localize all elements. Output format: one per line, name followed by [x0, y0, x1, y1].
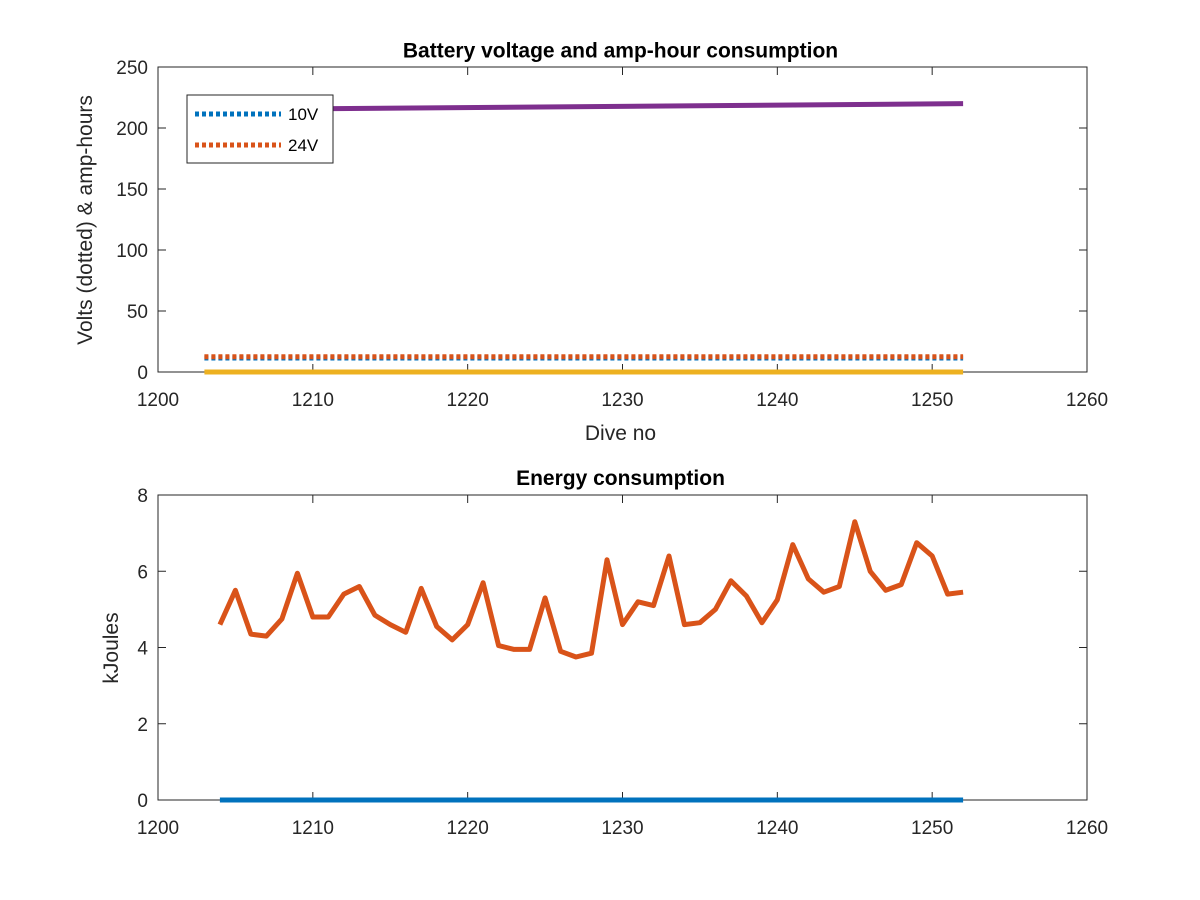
x-tick-label-energy: 1210: [292, 818, 334, 839]
y-tick-label-voltage: 250: [116, 58, 148, 79]
x-axis-label-voltage: Dive no: [585, 422, 656, 445]
y-tick-label-energy: 4: [137, 639, 148, 660]
x-tick-label-energy: 1260: [1066, 818, 1108, 839]
legend-box: [186, 94, 334, 164]
y-tick-label-energy: 8: [137, 486, 148, 507]
voltage-chart: Battery voltage and amp-hour consumption…: [74, 40, 1108, 446]
y-tick-label-energy: 0: [137, 791, 148, 812]
x-tick-label-energy: 1230: [601, 818, 643, 839]
x-tick-label-voltage: 1240: [756, 390, 798, 411]
y-tick-label-energy: 2: [137, 715, 148, 736]
y-tick-label-voltage: 50: [127, 302, 148, 323]
y-tick-label-voltage: 200: [116, 119, 148, 140]
chart-title-energy: Energy consumption: [516, 467, 725, 490]
x-tick-label-voltage: 1220: [447, 390, 489, 411]
legend-label-10v: 10V: [288, 105, 319, 124]
y-tick-label-voltage: 100: [116, 241, 148, 262]
x-tick-label-voltage: 1250: [911, 390, 953, 411]
y-axis-label-energy: kJoules: [100, 612, 123, 683]
x-tick-label-voltage: 1210: [292, 390, 334, 411]
x-tick-label-energy: 1220: [447, 818, 489, 839]
y-axis-label-voltage: Volts (dotted) & amp-hours: [74, 95, 97, 345]
axes-box-energy: [157, 494, 1088, 801]
x-tick-label-energy: 1250: [911, 818, 953, 839]
voltage-chart-marks: 1200 1210 1220 1230 1240 1250 1260 0 50 100 150 200…: [116, 58, 1108, 411]
energy-chart: Energy consumption kJoules 1200 1210 1220 1…: [100, 467, 1108, 839]
x-tick-label-voltage: 1200: [137, 390, 179, 411]
x-tick-label-voltage: 1260: [1066, 390, 1108, 411]
x-tick-label-voltage: 1230: [601, 390, 643, 411]
series-line-energy-series-1: [217, 519, 964, 660]
legend-label-24v: 24V: [288, 136, 319, 155]
y-tick-label-voltage: 150: [116, 180, 148, 201]
chart-title-voltage: Battery voltage and amp-hour consumption: [403, 40, 838, 63]
y-tick-label-voltage: 0: [137, 363, 148, 384]
energy-chart-marks: 1200 1210 1220 1230 1240 1250 1260 0 2 4 6 8: [137, 486, 1108, 839]
x-tick-label-energy: 1200: [137, 818, 179, 839]
y-tick-label-energy: 6: [137, 562, 148, 583]
x-tick-label-energy: 1240: [756, 818, 798, 839]
